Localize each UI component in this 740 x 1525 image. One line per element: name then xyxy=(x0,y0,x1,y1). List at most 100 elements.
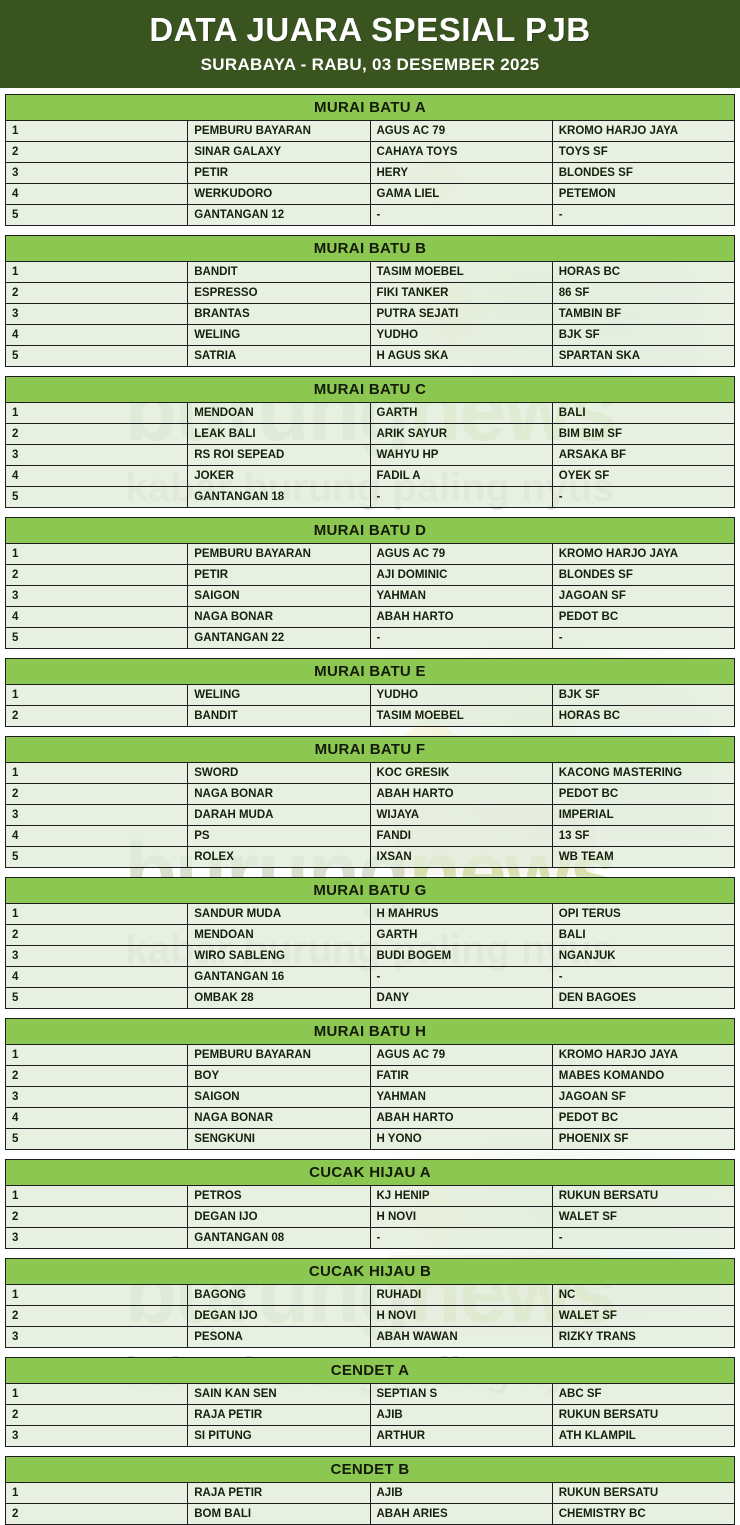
cell-bird: JOKER xyxy=(187,465,371,487)
category-header-row: CENDET A xyxy=(5,1357,735,1384)
cell-team: JAGOAN SF xyxy=(551,585,736,607)
cell-bird: LEAK BALI xyxy=(187,423,371,445)
cell-rank: 5 xyxy=(4,987,189,1009)
cell-bird: PESONA xyxy=(187,1326,371,1348)
cell-team: OPI TERUS xyxy=(551,903,736,925)
cell-bird: DARAH MUDA xyxy=(187,804,371,826)
cell-team: RUKUN BERSATU xyxy=(551,1404,736,1426)
table-row: 4 WELING YUDHO BJK SF xyxy=(4,324,736,346)
category-header-row: CUCAK HIJAU B xyxy=(5,1258,735,1285)
cell-team: NGANJUK xyxy=(551,945,736,967)
cell-rank: 1 xyxy=(4,120,189,142)
cell-rank: 3 xyxy=(4,585,189,607)
category-title: MURAI BATU H xyxy=(5,1018,735,1045)
cell-bird: SI PITUNG xyxy=(187,1425,371,1447)
cell-team: - xyxy=(551,966,736,988)
cell-team: TAMBIN BF xyxy=(551,303,736,325)
cell-team: DEN BAGOES xyxy=(551,987,736,1009)
category-header-row: MURAI BATU G xyxy=(5,877,735,904)
cell-owner: KJ HENIP xyxy=(369,1185,553,1207)
cell-rank: 2 xyxy=(4,423,189,445)
cell-owner: ARIK SAYUR xyxy=(369,423,553,445)
cell-rank: 2 xyxy=(4,783,189,805)
cell-owner: AGUS AC 79 xyxy=(369,1044,553,1066)
category-title: MURAI BATU F xyxy=(5,736,735,763)
cell-bird: SATRIA xyxy=(187,345,371,367)
cell-rank: 5 xyxy=(4,846,189,868)
cell-bird: PEMBURU BAYARAN xyxy=(187,543,371,565)
cell-owner: H YONO xyxy=(369,1128,553,1150)
cell-team: - xyxy=(551,486,736,508)
cell-owner: TASIM MOEBEL xyxy=(369,261,553,283)
cell-bird: SANDUR MUDA xyxy=(187,903,371,925)
category-table: CENDET B 1 RAJA PETIR AJIB RUKUN BERSATU 2 BOM… xyxy=(4,1456,736,1525)
category-header-row: MURAI BATU B xyxy=(5,235,735,262)
cell-rank: 1 xyxy=(4,261,189,283)
cell-rank: 1 xyxy=(4,1284,189,1306)
category-table: MURAI BATU A 1 PEMBURU BAYARAN AGUS AC 79 KR… xyxy=(4,94,736,226)
cell-owner: - xyxy=(369,1227,553,1249)
cell-team: - xyxy=(551,1227,736,1249)
cell-owner: FIKI TANKER xyxy=(369,282,553,304)
cell-team: WALET SF xyxy=(551,1206,736,1228)
cell-team: - xyxy=(551,204,736,226)
page-subtitle: SURABAYA - RABU, 03 DESEMBER 2025 xyxy=(200,54,540,74)
cell-rank: 3 xyxy=(4,1086,189,1108)
cell-owner: AJI DOMINIC xyxy=(369,564,553,586)
results-tables: MURAI BATU A 1 PEMBURU BAYARAN AGUS AC 79 KR… xyxy=(0,94,740,1525)
category-block: CENDET B 1 RAJA PETIR AJIB RUKUN BERSATU 2 BOM… xyxy=(4,1456,736,1525)
cell-owner: FATIR xyxy=(369,1065,553,1087)
cell-owner: IXSAN xyxy=(369,846,553,868)
cell-team: 13 SF xyxy=(551,825,736,847)
cell-rank: 2 xyxy=(4,1404,189,1426)
cell-owner: FANDI xyxy=(369,825,553,847)
category-title: MURAI BATU A xyxy=(5,94,735,121)
cell-bird: BRANTAS xyxy=(187,303,371,325)
cell-bird: SENGKUNI xyxy=(187,1128,371,1150)
cell-team: HORAS BC xyxy=(551,705,736,727)
cell-rank: 3 xyxy=(4,804,189,826)
cell-bird: NAGA BONAR xyxy=(187,783,371,805)
category-table: MURAI BATU D 1 PEMBURU BAYARAN AGUS AC 79 KR… xyxy=(4,517,736,649)
cell-rank: 5 xyxy=(4,627,189,649)
cell-bird: SAIN KAN SEN xyxy=(187,1383,371,1405)
cell-owner: RUHADI xyxy=(369,1284,553,1306)
table-row: 3 SAIGON YAHMAN JAGOAN SF xyxy=(4,585,736,607)
cell-team: RUKUN BERSATU xyxy=(551,1482,736,1504)
cell-team: WALET SF xyxy=(551,1305,736,1327)
table-row: 1 WELING YUDHO BJK SF xyxy=(4,684,736,706)
table-row: 1 PEMBURU BAYARAN AGUS AC 79 KROMO HARJO JA… xyxy=(4,120,736,142)
table-row: 2 RAJA PETIR AJIB RUKUN BERSATU xyxy=(4,1404,736,1426)
cell-team: RIZKY TRANS xyxy=(551,1326,736,1348)
cell-owner: ARTHUR xyxy=(369,1425,553,1447)
cell-rank: 3 xyxy=(4,444,189,466)
cell-rank: 4 xyxy=(4,183,189,205)
cell-bird: PETIR xyxy=(187,162,371,184)
table-row: 2 ESPRESSO FIKI TANKER 86 SF xyxy=(4,282,736,304)
cell-bird: BOM BALI xyxy=(187,1503,371,1525)
cell-bird: BANDIT xyxy=(187,705,371,727)
category-header-row: CENDET B xyxy=(5,1456,735,1483)
category-header-row: MURAI BATU H xyxy=(5,1018,735,1045)
cell-owner: H AGUS SKA xyxy=(369,345,553,367)
cell-owner: YUDHO xyxy=(369,324,553,346)
table-row: 2 DEGAN IJO H NOVI WALET SF xyxy=(4,1206,736,1228)
table-row: 5 GANTANGAN 22- - xyxy=(4,627,736,649)
cell-owner: GAMA LIEL xyxy=(369,183,553,205)
cell-owner: HERY xyxy=(369,162,553,184)
category-block: MURAI BATU A 1 PEMBURU BAYARAN AGUS AC 79 KR… xyxy=(4,94,736,226)
cell-bird: NAGA BONAR xyxy=(187,1107,371,1129)
table-row: 2 SINAR GALAXY CAHAYA TOYS TOYS SF xyxy=(4,141,736,163)
category-table: CUCAK HIJAU A 1 PETROS KJ HENIP RUKUN BERSAT… xyxy=(4,1159,736,1249)
table-row: 2 BOM BALI ABAH ARIES CHEMISTRY BC xyxy=(4,1503,736,1525)
cell-owner: BUDI BOGEM xyxy=(369,945,553,967)
category-title: CUCAK HIJAU A xyxy=(5,1159,735,1186)
category-block: MURAI BATU B 1 BANDIT TASIM MOEBEL HORAS BC 2… xyxy=(4,235,736,367)
cell-rank: 2 xyxy=(4,564,189,586)
cell-bird: WIRO SABLENG xyxy=(187,945,371,967)
cell-team: BIM BIM SF xyxy=(551,423,736,445)
cell-bird: ROLEX xyxy=(187,846,371,868)
cell-bird: SAIGON xyxy=(187,1086,371,1108)
category-table: MURAI BATU B 1 BANDIT TASIM MOEBEL HORAS BC 2… xyxy=(4,235,736,367)
category-header-row: MURAI BATU A xyxy=(5,94,735,121)
